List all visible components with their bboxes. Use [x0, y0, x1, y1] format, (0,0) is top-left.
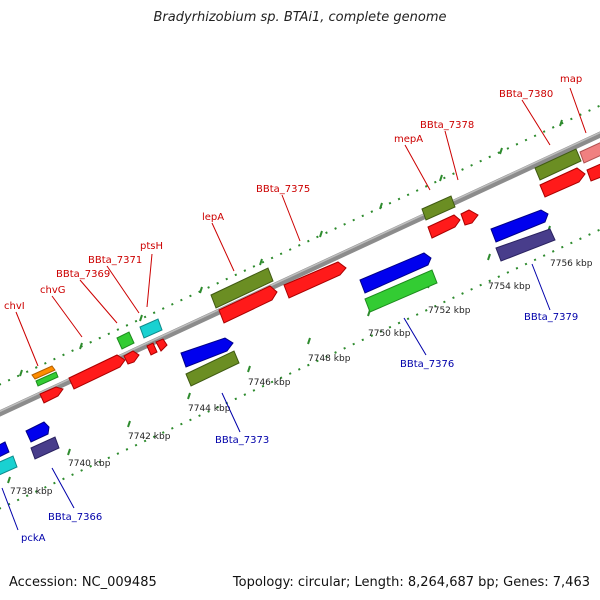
gene-ptsh-red-arrow-2[interactable]: [155, 338, 168, 352]
gene-mepa-olive-arrow[interactable]: [421, 195, 456, 221]
gene-label-bbta-7366[interactable]: BBta_7366: [48, 512, 102, 523]
bottom-strand-features: [0, 209, 556, 476]
genome-summary-text: Topology: circular; Length: 8,264,687 bp…: [232, 575, 590, 590]
top-tick-line: [0, 104, 600, 386]
scale-label-7740: 7740 kbp: [68, 459, 111, 469]
gene-chvi-arrow[interactable]: [31, 365, 56, 380]
gene-chvg-arrow[interactable]: [35, 371, 59, 387]
gene-label-bbta-7378[interactable]: BBta_7378: [420, 120, 474, 131]
gene-bbta-7380-olive-arrow[interactable]: [534, 148, 582, 181]
gene-pcka-arrow[interactable]: [0, 455, 18, 476]
gene-map-pink-arrow[interactable]: [579, 141, 600, 164]
top-label-leaders: [15, 87, 587, 367]
scale-label-7744: 7744 kbp: [188, 404, 231, 414]
scale-label-7756: 7756 kbp: [550, 259, 593, 269]
gene-bbta-7380-red-arrow[interactable]: [539, 167, 586, 198]
scale-label-7750: 7750 kbp: [368, 329, 411, 339]
gene-bbta-7376-blue-arrow[interactable]: [359, 252, 432, 294]
gene-bbta-7371-arrow[interactable]: [116, 331, 135, 350]
top-strand-features: [31, 141, 600, 404]
scale-label-7752: 7752 kbp: [428, 306, 471, 316]
gene-mepa-red-arrow[interactable]: [427, 214, 461, 239]
gene-bbta-7378-arrow[interactable]: [460, 209, 479, 226]
gene-bbta-7366-blue-arrow[interactable]: [25, 421, 50, 443]
bottom-label-leaders: [1, 263, 551, 531]
gene-bbta-7373-blue-arrow[interactable]: [180, 337, 234, 368]
gene-label-bbta-7376[interactable]: BBta_7376: [400, 359, 454, 370]
gene-label-bbta-7375[interactable]: BBta_7375: [256, 184, 310, 195]
gene-chvg-red-arrow[interactable]: [39, 386, 64, 404]
gene-bbta-7379-navy-arrow[interactable]: [495, 228, 556, 262]
gene-label-ptsh[interactable]: ptsH: [140, 241, 163, 252]
gene-map-red-arrow[interactable]: [586, 163, 600, 182]
scale-label-7738: 7738 kbp: [10, 487, 53, 497]
gene-ptsh-arrow[interactable]: [139, 318, 163, 339]
gene-label-chvi[interactable]: chvI: [4, 301, 25, 312]
gene-lepa-olive-arrow[interactable]: [210, 267, 274, 309]
gene-bbta-7371-red-arrow[interactable]: [123, 350, 140, 365]
genome-title: Bradyrhizobium sp. BTAi1, complete genom…: [153, 10, 447, 25]
gene-label-bbta-7371[interactable]: BBta_7371: [88, 255, 142, 266]
gene-bbta-7373-olive-arrow[interactable]: [185, 350, 240, 387]
gene-label-lepa[interactable]: lepA: [202, 212, 224, 223]
scale-label-7746: 7746 kbp: [248, 378, 291, 388]
top-major-ticks: [19, 119, 563, 377]
gene-bbta-7366-navy-arrow[interactable]: [30, 436, 60, 460]
gene-label-pcka[interactable]: pckA: [21, 533, 46, 544]
gene-bbta-7375-arrow[interactable]: [283, 261, 347, 299]
gene-label-bbta-7380[interactable]: BBta_7380: [499, 89, 553, 100]
gene-left-blue-arrow[interactable]: [0, 441, 10, 458]
scale-label-7754: 7754 kbp: [488, 282, 531, 292]
gene-bbta-7376-green-arrow[interactable]: [364, 269, 438, 313]
gene-label-bbta-7379[interactable]: BBta_7379: [524, 312, 578, 323]
gene-bbta-7379-blue-arrow[interactable]: [490, 209, 549, 243]
accession-text: Accession: NC_009485: [9, 575, 157, 590]
gene-lepa-red-arrow[interactable]: [218, 285, 278, 324]
gene-bbta-7369-arrow[interactable]: [68, 354, 126, 390]
bottom-tick-line: [0, 228, 600, 510]
scale-label-7742: 7742 kbp: [128, 432, 171, 442]
gene-label-bbta-7373[interactable]: BBta_7373: [215, 435, 269, 446]
scale-label-7748: 7748 kbp: [308, 354, 351, 364]
gene-label-bbta-7369[interactable]: BBta_7369: [56, 269, 110, 280]
gene-label-map[interactable]: map: [560, 74, 582, 85]
gene-label-chvg[interactable]: chvG: [40, 285, 66, 296]
gene-label-mepa[interactable]: mepA: [394, 134, 423, 145]
gene-ptsh-red-arrow-1[interactable]: [146, 342, 158, 356]
